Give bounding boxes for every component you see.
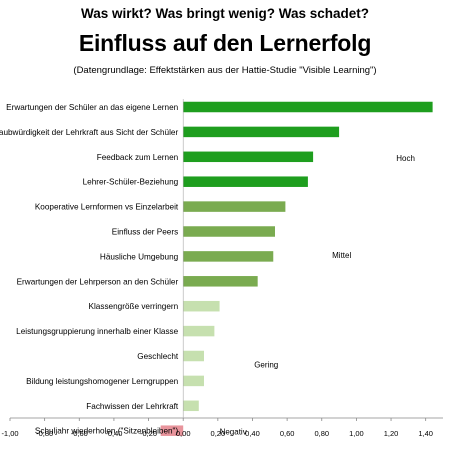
- category-label: Fachwissen der Lehrkraft: [86, 402, 179, 411]
- x-tick-label: -0,20: [140, 429, 157, 438]
- category-label: Feedback zum Lernen: [97, 153, 179, 162]
- annotation-mittel: Mittel: [332, 251, 351, 260]
- bar-14: [160, 425, 184, 436]
- chart-kicker: Was wirkt? Was bringt wenig? Was schadet…: [80, 6, 370, 21]
- category-label: Bildung leistungshomogener Lerngruppen: [26, 377, 178, 386]
- x-tick-label: 1,20: [384, 429, 399, 438]
- x-tick-label: -0,80: [36, 429, 53, 438]
- bar-13: [183, 400, 199, 412]
- category-label: Einfluss der Peers: [112, 228, 178, 237]
- x-tick-label: 0,00: [176, 429, 191, 438]
- x-tick-label: 0,40: [245, 429, 260, 438]
- category-label: Geschlecht: [137, 352, 179, 361]
- category-label: Lehrer-Schüler-Beziehung: [83, 178, 179, 187]
- x-tick-label: 1,00: [349, 429, 364, 438]
- annotation-negativ: Negativ: [220, 428, 247, 437]
- category-label: Klassengröße verringern: [89, 302, 179, 311]
- x-tick-label: -0,60: [71, 429, 88, 438]
- bar-8: [183, 276, 258, 287]
- bar-1: [183, 101, 433, 113]
- category-label: Erwartungen der Schüler an das eigene Le…: [6, 103, 178, 112]
- x-tick-label: 0,80: [314, 429, 329, 438]
- annotation-gering: Gering: [254, 360, 278, 369]
- category-label: Leistungsgruppierung innerhalb einer Kla…: [16, 327, 178, 336]
- bar-3: [183, 151, 314, 163]
- bar-4: [183, 176, 308, 187]
- bar-7: [183, 251, 274, 262]
- chart-title: Einfluss auf den Lernerfolg: [78, 30, 372, 56]
- category-label: Schuljahr wiederholen ("Sitzenbleiben"): [35, 427, 179, 436]
- x-tick-label: 1,40: [418, 429, 433, 438]
- x-tick-label: -0,40: [105, 429, 122, 438]
- category-label: Glaubwürdigkeit der Lehrkraft aus Sicht …: [0, 128, 178, 137]
- bar-2: [183, 126, 340, 138]
- category-label: Erwartungen der Lehrperson an den Schüle…: [17, 277, 179, 286]
- x-tick-label: -1,00: [1, 429, 18, 438]
- annotation-hoch: Hoch: [396, 154, 415, 163]
- bar-5: [183, 201, 286, 212]
- category-label: Häusliche Umgebung: [100, 252, 179, 261]
- x-tick-label: 0,60: [280, 429, 295, 438]
- category-label: Kooperative Lernformen vs Einzelarbeit: [35, 203, 179, 212]
- bar-12: [183, 375, 204, 387]
- bar-6: [183, 226, 275, 237]
- bar-11: [183, 350, 204, 362]
- bar-10: [183, 325, 215, 337]
- x-tick-label: 0,20: [211, 429, 226, 438]
- bar-9: [183, 300, 220, 312]
- chart-subtitle: (Datengrundlage: Effektstärken aus der H…: [73, 65, 377, 76]
